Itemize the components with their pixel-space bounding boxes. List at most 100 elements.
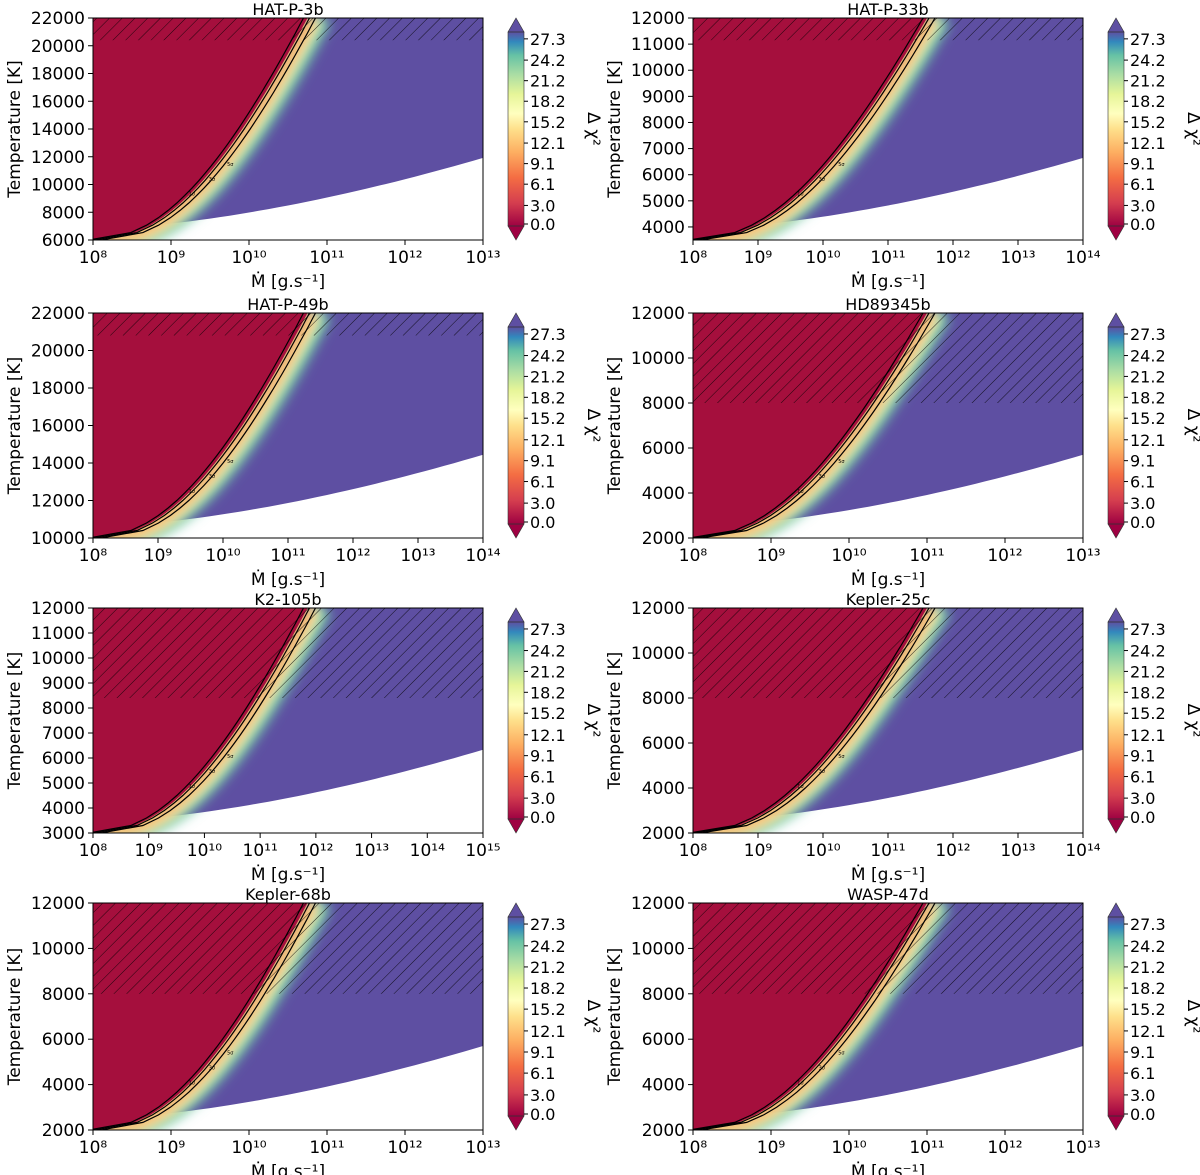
colorbar-tick-label: 27.3: [530, 620, 566, 639]
x-tick-label: 10¹³: [1065, 1138, 1100, 1158]
y-tick-label: 4000: [642, 218, 685, 238]
colorbar-tick-label: 0.0: [530, 808, 555, 827]
y-tick-label: 18000: [31, 65, 85, 85]
y-tick-label: 4000: [42, 1076, 85, 1096]
colorbar-tick-label: 21.2: [530, 72, 566, 91]
y-tick-label: 12000: [31, 894, 85, 914]
colorbar: [1108, 327, 1124, 524]
x-tick-label: 10⁸: [679, 546, 708, 566]
x-tick-label: 10¹³: [465, 248, 500, 268]
x-tick-label: 10¹⁰: [831, 546, 866, 566]
contour-3sigma: [694, 18, 930, 240]
y-tick-label: 12000: [631, 9, 685, 29]
heatmap-area: 1σ 3σ 5σ: [693, 18, 1083, 240]
colorbar-tick-label: 24.2: [1130, 642, 1166, 661]
colorbar-tick-label: 3.0: [1130, 1086, 1155, 1105]
y-tick-label: 5000: [42, 774, 85, 794]
contour-label: 1σ: [797, 784, 804, 790]
heatmap-area: 1σ 3σ 5σ: [93, 313, 483, 538]
y-tick-label: 6000: [642, 734, 685, 754]
colorbar-min-arrow: [1107, 1115, 1125, 1131]
x-tick-label: 10⁸: [79, 248, 108, 268]
x-tick-label: 10⁹: [157, 248, 186, 268]
plot-frame: [692, 312, 1084, 539]
x-tick-label: 10¹⁰: [805, 841, 840, 861]
x-tick-label: 10¹³: [1000, 248, 1035, 268]
excluded-hatched-region: [693, 608, 1083, 698]
colorbar-min-arrow: [507, 523, 525, 539]
colorbar-tick-label: 27.3: [1130, 325, 1166, 344]
x-tick-label: 10⁸: [679, 841, 708, 861]
contour-3sigma: [94, 313, 311, 538]
panel-title: HAT-P-3b: [252, 0, 323, 19]
y-tick-label: 2000: [642, 529, 685, 549]
colorbar-tick-label: 15.2: [530, 1000, 566, 1019]
colorbar-tick-label: 12.1: [530, 431, 566, 450]
colorbar-tick-label: 6.1: [1130, 473, 1155, 492]
panel-title: Kepler-68b: [245, 885, 331, 904]
x-axis-label: Ṁ [g.s⁻¹]: [851, 271, 925, 292]
y-tick-label: 6000: [642, 439, 685, 459]
contour-label: 1σ: [189, 192, 196, 198]
contour-label: 1σ: [189, 1081, 196, 1087]
y-tick-label: 10000: [631, 349, 685, 369]
colorbar-frame: [1107, 916, 1125, 1117]
x-tick-label: 10¹²: [298, 841, 333, 861]
colorbar-tick-label: 12.1: [1130, 1022, 1166, 1041]
colorbar-tick-label: 9.1: [1130, 155, 1155, 174]
colorbar-tick-label: 0.0: [530, 215, 555, 234]
x-tick-label: 10¹¹: [243, 841, 278, 861]
x-tick-label: 10¹⁰: [831, 1138, 866, 1158]
contour-label: 3σ: [209, 177, 216, 183]
y-tick-label: 2000: [42, 1121, 85, 1141]
contour-label: 5σ: [227, 1050, 234, 1056]
colorbar-tick-label: 6.1: [530, 1064, 555, 1083]
x-tick-label: 10⁹: [744, 841, 773, 861]
x-tick-label: 10¹²: [387, 248, 422, 268]
excluded-hatched-region: [693, 903, 1083, 994]
colorbar-tick-label: 6.1: [1130, 175, 1155, 194]
colorbar-tick-label: 9.1: [530, 1043, 555, 1062]
x-tick-label: 10¹⁴: [410, 841, 445, 861]
excluded-hatched-region: [693, 18, 1083, 41]
x-axis-label: Ṁ [g.s⁻¹]: [251, 569, 325, 590]
x-tick-label: 10¹¹: [909, 546, 944, 566]
contour-label: 3σ: [209, 1066, 216, 1072]
heatmap-area: 1σ 3σ 5σ: [93, 608, 483, 833]
contour-label: 1σ: [797, 1081, 804, 1087]
y-tick-label: 11000: [631, 35, 685, 55]
colorbar-label: Δ χ²: [583, 409, 603, 443]
colorbar-tick-label: 3.0: [530, 196, 555, 215]
x-tick-label: 10¹²: [935, 841, 970, 861]
colorbar-tick-label: 24.2: [1130, 51, 1166, 70]
colorbar-tick-label: 27.3: [530, 325, 566, 344]
colorbar-tick-label: 18.2: [1130, 388, 1166, 407]
y-tick-label: 3000: [42, 824, 85, 844]
contour-label: 5σ: [838, 459, 845, 465]
colorbar: [508, 917, 524, 1116]
colorbar: [1108, 32, 1124, 226]
panel-title: HD89345b: [845, 295, 930, 314]
colorbar-frame: [1107, 326, 1125, 525]
y-axis-label: Temperature [K]: [605, 357, 625, 496]
x-tick-label: 10⁸: [79, 841, 108, 861]
chi2-transition-band: [94, 18, 316, 240]
y-tick-label: 16000: [31, 417, 85, 437]
y-tick-label: 10000: [31, 649, 85, 669]
contour-label: 1σ: [189, 784, 196, 790]
colorbar-tick-label: 3.0: [1130, 789, 1155, 808]
colorbar-tick-label: 3.0: [530, 1086, 555, 1105]
panel-hd89345b: 1σ 3σ 5σ HD89345b 2000 4000 6000 8000 10000 12000…: [605, 295, 1200, 590]
colorbar-tick-label: 6.1: [530, 473, 555, 492]
y-axis-label: Temperature [K]: [605, 652, 625, 791]
x-tick-label: 10¹⁴: [1065, 248, 1100, 268]
y-axis-label: Temperature [K]: [605, 60, 625, 199]
panel-title: WASP-47d: [847, 885, 929, 904]
y-tick-label: 9000: [642, 87, 685, 107]
colorbar: [508, 327, 524, 524]
contour-5sigma: [700, 18, 936, 240]
colorbar-max-arrow: [1107, 902, 1125, 918]
colorbar-tick-label: 9.1: [530, 452, 555, 471]
colorbar-frame: [1107, 31, 1125, 227]
contour-1sigma: [93, 18, 305, 240]
